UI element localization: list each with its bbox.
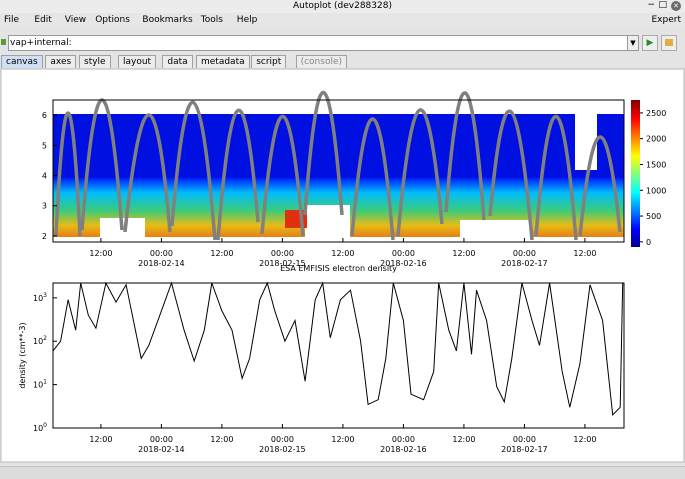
x-tick-label: 12:00 <box>573 435 596 444</box>
close-button[interactable]: ✕ <box>671 1 681 11</box>
colorbar-tick-label: 1500 <box>646 160 666 169</box>
menu-item[interactable]: Bookmarks <box>142 15 193 25</box>
x-tick-date: 2018-02-17 <box>501 259 548 268</box>
x-tick-label: 12:00 <box>331 435 354 444</box>
x-tick-label: 00:00 <box>271 435 294 444</box>
menu-bar: Expert File Edit View Options Bookmarks Tools… <box>0 13 685 27</box>
x-tick-label: 00:00 <box>392 249 415 258</box>
x-tick-label: 12:00 <box>210 249 233 258</box>
go-button[interactable]: ▶ <box>642 35 658 51</box>
y-tick-label: 3 <box>42 202 47 211</box>
tab-bar: canvas axes style layout data metadata script (… <box>0 55 685 68</box>
tab[interactable]: axes <box>45 55 77 68</box>
y-axis-label: density (cm**-3) <box>18 322 27 388</box>
x-tick-label: 12:00 <box>89 435 112 444</box>
y-tick-base: 10 <box>33 337 43 346</box>
spectrogram-image <box>53 91 624 241</box>
x-tick-date: 2018-02-16 <box>380 445 427 454</box>
x-tick-label: 00:00 <box>150 249 173 258</box>
uri-icon <box>1 39 6 45</box>
browse-button[interactable] <box>661 35 677 51</box>
y-tick-base: 10 <box>33 294 43 303</box>
y-tick-label: 6 <box>42 111 47 120</box>
tab[interactable]: canvas <box>1 55 43 68</box>
y-tick-label: 5 <box>42 141 47 150</box>
tab[interactable]: script <box>251 55 287 68</box>
x-tick-date: 2018-02-15 <box>259 445 306 454</box>
x-tick-label: 12:00 <box>452 249 475 258</box>
y-tick-label: 2 <box>42 232 47 241</box>
x-tick-label: 12:00 <box>89 249 112 258</box>
plot-frame <box>52 99 625 243</box>
y-tick-label: 102 <box>33 335 47 346</box>
x-tick-date: 2018-02-16 <box>380 259 427 268</box>
plot-frame <box>52 282 625 429</box>
y-tick-exponent: 2 <box>43 335 47 342</box>
uri-field[interactable]: vap+internal: <box>8 35 628 51</box>
x-tick-label: 12:00 <box>210 435 233 444</box>
x-tick-label: 00:00 <box>513 435 536 444</box>
y-tick-label: 101 <box>33 379 47 390</box>
y-tick-exponent: 1 <box>43 379 47 386</box>
density-line <box>52 281 624 417</box>
x-tick-date: 2018-02-14 <box>138 259 185 268</box>
x-tick-date: 2018-02-17 <box>501 445 548 454</box>
x-tick-label: 00:00 <box>513 249 536 258</box>
x-tick-date: 2018-02-15 <box>259 259 306 268</box>
menu-item[interactable]: Options <box>95 15 130 25</box>
tab[interactable]: layout <box>118 55 157 68</box>
uri-text: vap+internal: <box>10 38 72 48</box>
y-tick-label: 100 <box>33 422 47 433</box>
colorbar-tick-label: 2500 <box>646 109 666 118</box>
y-tick-label: 103 <box>33 292 47 303</box>
x-tick-label: 12:00 <box>452 435 475 444</box>
colorbar-tick-label: 0 <box>646 238 651 247</box>
tab[interactable]: (console) <box>295 55 348 68</box>
chart-title: ESA EMFISIS electron density <box>280 264 397 273</box>
y-tick-label: 4 <box>42 172 47 181</box>
status-bar <box>0 466 685 479</box>
y-tick-base: 10 <box>33 381 43 390</box>
colorbar-tick-label: 2000 <box>646 135 666 144</box>
title-bar: Autoplot (dev288328) − □ ✕ <box>0 0 685 13</box>
x-tick-label: 00:00 <box>150 435 173 444</box>
menu-item[interactable]: Tools <box>200 15 223 25</box>
y-tick-base: 10 <box>33 424 43 433</box>
tab[interactable]: data <box>162 55 193 68</box>
uri-dropdown[interactable]: ▼ <box>627 35 639 51</box>
x-tick-label: 12:00 <box>331 249 354 258</box>
colorbar <box>631 100 640 247</box>
y-tick-exponent: 0 <box>43 422 47 429</box>
x-tick-label: 00:00 <box>392 435 415 444</box>
menu-item[interactable]: View <box>64 15 87 25</box>
y-tick-exponent: 3 <box>43 292 47 299</box>
maximize-button[interactable]: □ <box>658 0 667 10</box>
menu-item[interactable]: Help <box>236 15 258 25</box>
x-tick-label: 00:00 <box>271 249 294 258</box>
x-tick-label: 12:00 <box>573 249 596 258</box>
minimize-button[interactable]: − <box>647 0 655 10</box>
menu-item[interactable]: Edit <box>34 15 52 25</box>
tab[interactable]: style <box>79 55 111 68</box>
menu-item[interactable]: File <box>4 15 20 25</box>
colorbar-tick-label: 500 <box>646 212 661 221</box>
x-tick-date: 2018-02-14 <box>138 445 185 454</box>
tab[interactable]: metadata <box>196 55 250 68</box>
colorbar-tick-label: 1000 <box>646 186 666 195</box>
window-title: Autoplot (dev288328) <box>293 1 392 11</box>
mode-label[interactable]: Expert <box>651 15 682 25</box>
